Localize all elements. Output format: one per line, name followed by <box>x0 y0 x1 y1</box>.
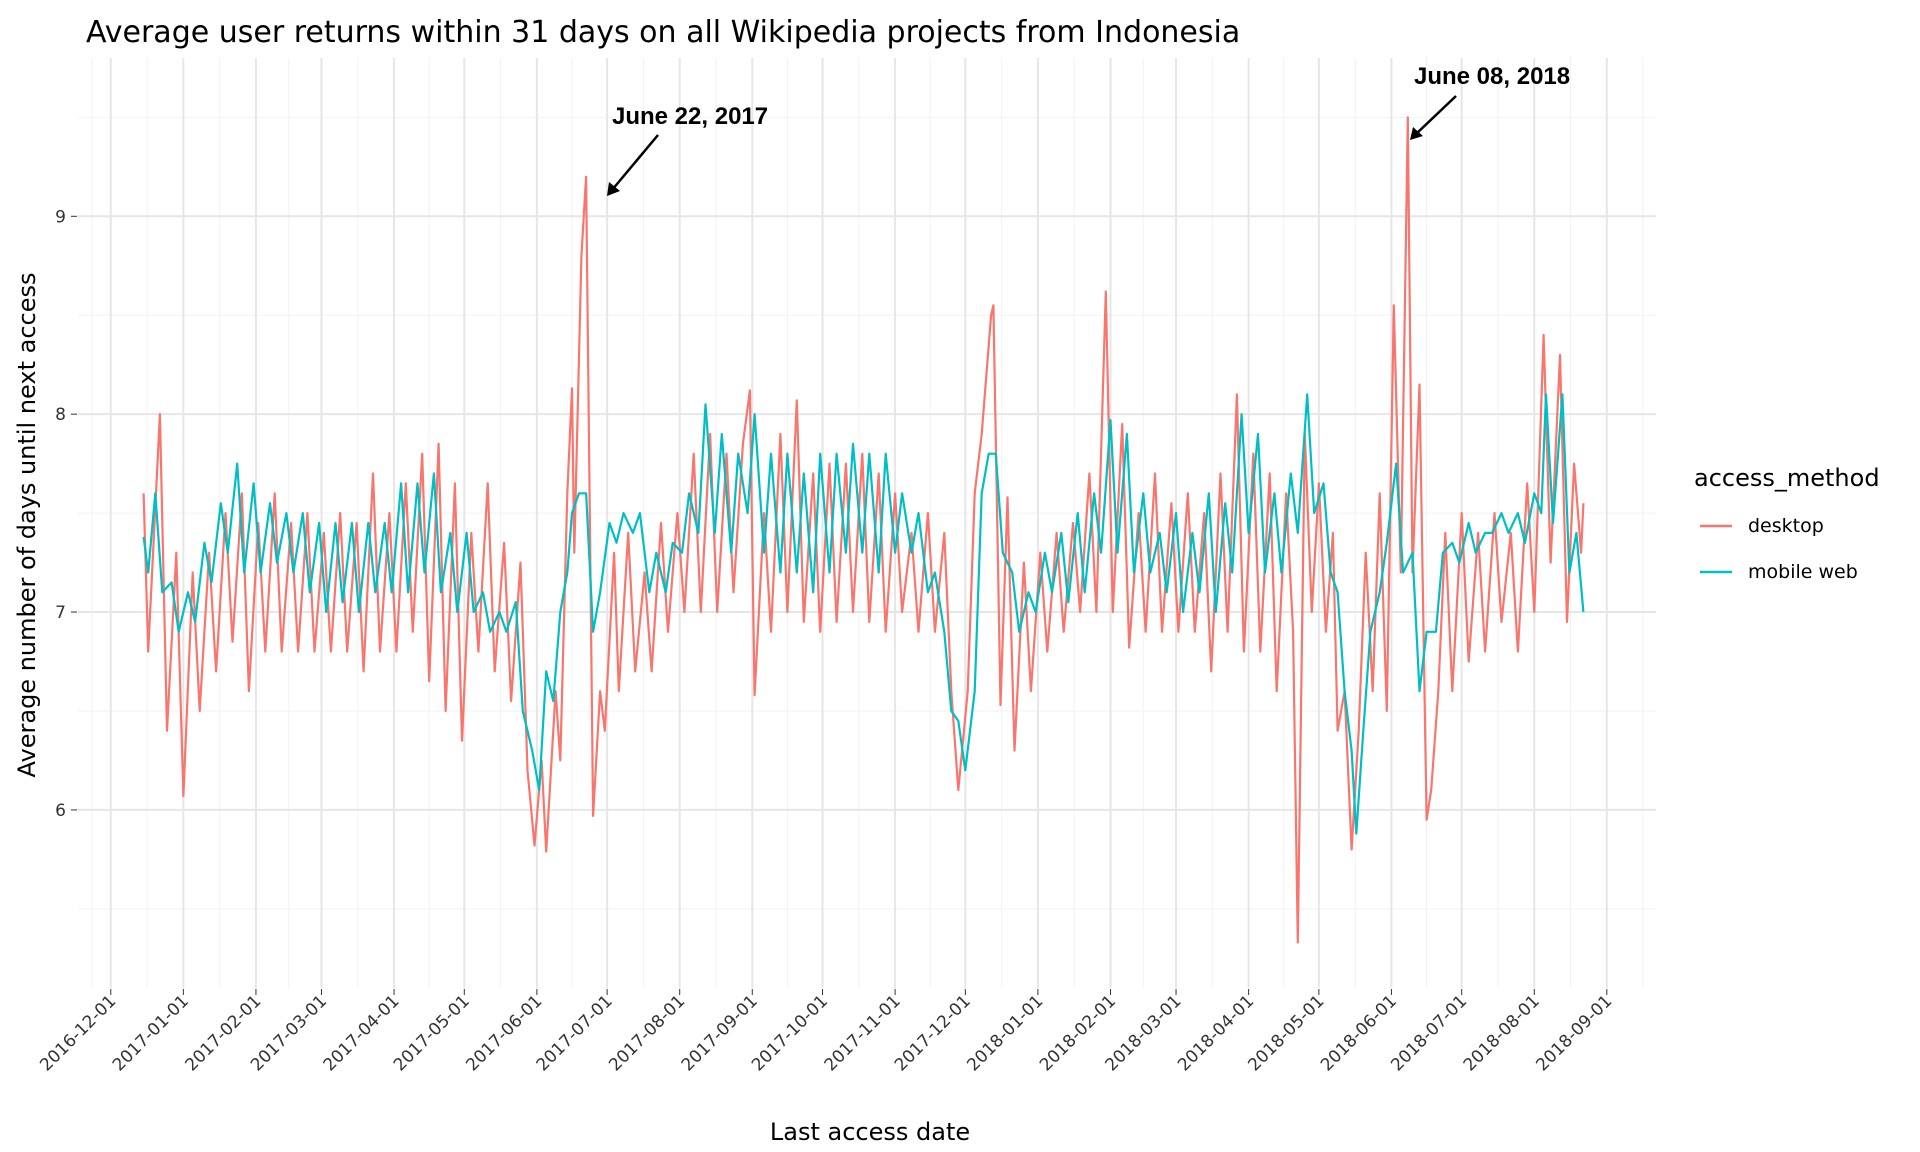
series-line-mobile-web <box>142 393 1585 835</box>
chart-title: Average user returns within 31 days on a… <box>86 15 1240 50</box>
y-tick-label: 6 <box>55 801 66 821</box>
annotation-arrow-2 <box>1415 95 1457 135</box>
annotation-label-1: June 22, 2017 <box>612 103 768 130</box>
series-line-desktop <box>142 116 1585 944</box>
annotation-june-08-2018: June 08, 2018 <box>1410 63 1570 140</box>
legend-label-desktop: desktop <box>1748 515 1824 537</box>
annotation-arrowhead-2 <box>1410 127 1423 140</box>
y-tick-label: 8 <box>55 405 66 425</box>
annotation-june-22-2017: June 22, 2017 <box>607 103 768 196</box>
annotation-arrowhead-1 <box>607 182 620 196</box>
annotation-label-2: June 08, 2018 <box>1414 63 1570 90</box>
x-axis-title: Last access date <box>770 1118 970 1146</box>
y-axis-title: Average number of days until next access <box>13 273 41 778</box>
annotation-arrow-1 <box>611 134 659 191</box>
y-tick-label: 7 <box>55 603 66 623</box>
legend: access_method desktop mobile web <box>1694 464 1880 583</box>
legend-title: access_method <box>1694 464 1880 492</box>
y-tick-label: 9 <box>55 207 66 227</box>
legend-label-mobile-web: mobile web <box>1748 561 1858 583</box>
